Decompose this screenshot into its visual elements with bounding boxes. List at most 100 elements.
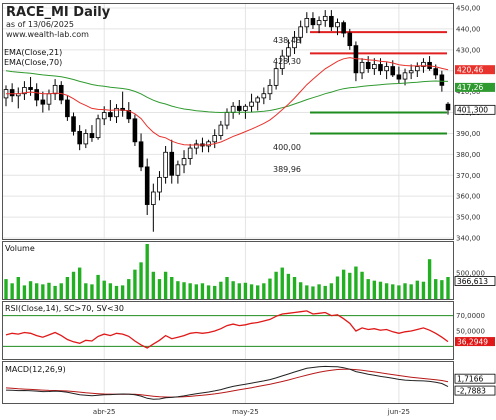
volume-bar — [256, 285, 260, 299]
candle-down — [329, 15, 334, 28]
price-tick-label: 430,00 — [456, 46, 481, 54]
badge-ema70: 417,26 — [457, 83, 483, 92]
badge-volume-bg — [454, 276, 496, 286]
volume-bar — [206, 285, 211, 299]
volume-bar — [151, 271, 156, 299]
volume-bar — [200, 283, 205, 299]
volume-bar — [213, 285, 217, 299]
volume-bar — [133, 269, 137, 299]
volume-bar — [305, 285, 309, 299]
price-tick-label: 360,00 — [456, 193, 481, 201]
rsi-panel-frame — [2, 301, 454, 360]
volume-bar — [274, 271, 278, 299]
candle-down — [28, 87, 33, 90]
price-tick-label: 350,00 — [456, 214, 481, 222]
candle-up — [206, 141, 211, 147]
badge-ema70-bg — [455, 82, 495, 92]
volume-bar — [286, 273, 291, 299]
candle-down — [365, 61, 371, 70]
candle-up — [286, 47, 291, 57]
price-tick-label: 410,00 — [456, 88, 481, 96]
badge-volume: 366,613 — [457, 277, 488, 286]
candle-up — [230, 105, 236, 113]
volume-bar — [434, 279, 438, 299]
candle-up — [384, 66, 389, 72]
price-ema-lines — [5, 57, 449, 146]
candle-down — [40, 99, 46, 105]
candle-down — [89, 133, 95, 139]
volume-bar — [329, 283, 334, 299]
volume-bar — [163, 271, 168, 299]
volume-bar — [341, 269, 346, 299]
volume-bar — [127, 279, 131, 299]
resistance-label-lower: 428,30 — [273, 57, 301, 66]
candle-down — [138, 141, 144, 168]
candle-up — [151, 191, 156, 205]
candle-up — [261, 93, 267, 99]
candle-up — [52, 84, 58, 95]
price-tick-label: 450,00 — [456, 5, 481, 13]
volume-bar — [372, 280, 377, 299]
as-of-date: as of 13/06/2025 — [6, 20, 74, 29]
candle-up — [181, 158, 187, 166]
price-tick-label: 440,00 — [456, 25, 481, 33]
price-tick-label: 380,00 — [456, 151, 481, 159]
candle-down — [9, 89, 15, 97]
volume-bar — [41, 284, 45, 299]
volume-bars — [4, 244, 450, 299]
rsi-tick-label: 50,0000 — [456, 328, 485, 336]
website-text: www.wealth-lab.com — [6, 30, 89, 39]
volume-bar — [397, 285, 401, 299]
volume-panel-title: Volume — [5, 244, 35, 253]
rsi-line — [5, 310, 449, 349]
candle-up — [316, 20, 322, 26]
volume-bar — [176, 281, 180, 299]
support-label-lower: 389,96 — [273, 165, 301, 174]
volume-bar — [47, 282, 51, 299]
badge-macd: -2,7883 — [457, 386, 486, 395]
legend-ema21: EMA(Close,21) — [4, 48, 62, 57]
candle-down — [396, 74, 402, 80]
candle-up — [243, 105, 248, 111]
candle-up — [95, 118, 101, 139]
price-candles — [3, 10, 451, 232]
volume-bar — [268, 278, 272, 299]
volume-bar — [237, 283, 241, 299]
volume-bar — [298, 282, 303, 299]
volume-bar — [335, 276, 340, 299]
volume-bar — [323, 285, 327, 299]
badge-ema21: 420,46 — [457, 65, 483, 74]
candle-up — [421, 61, 426, 67]
candle-up — [267, 84, 273, 95]
candle-up — [218, 124, 224, 136]
volume-bar — [90, 284, 94, 299]
ema21-line — [6, 57, 449, 146]
candle-up — [175, 164, 181, 176]
candle-up — [359, 61, 365, 74]
candle-down — [341, 22, 346, 34]
volume-bar — [262, 283, 266, 299]
candle-up — [114, 107, 119, 118]
chart-title: RACE_MI Daily — [6, 5, 111, 20]
volume-bar — [114, 285, 119, 299]
price-tick-label: 340,00 — [456, 235, 481, 243]
volume-bar — [120, 285, 125, 299]
volume-bar — [65, 277, 70, 299]
volume-bar — [243, 282, 248, 299]
candle-up — [273, 68, 279, 86]
badge-ema21-bg — [455, 65, 495, 75]
macd-signal-line — [5, 368, 449, 398]
candle-down — [236, 105, 242, 111]
volume-bar — [170, 277, 174, 299]
badge-close-bg — [454, 104, 496, 115]
volume-bar — [16, 277, 20, 299]
candle-up — [335, 22, 340, 28]
support-resistance-lines — [310, 31, 447, 135]
volume-bar — [446, 277, 450, 299]
rsi-panel-title: RSI(Close,14), SC>70, SV<30 — [5, 304, 124, 313]
candle-down — [34, 89, 39, 101]
candle-down — [347, 32, 353, 47]
volume-bar — [403, 283, 407, 299]
badge-macd-bg — [454, 385, 496, 396]
